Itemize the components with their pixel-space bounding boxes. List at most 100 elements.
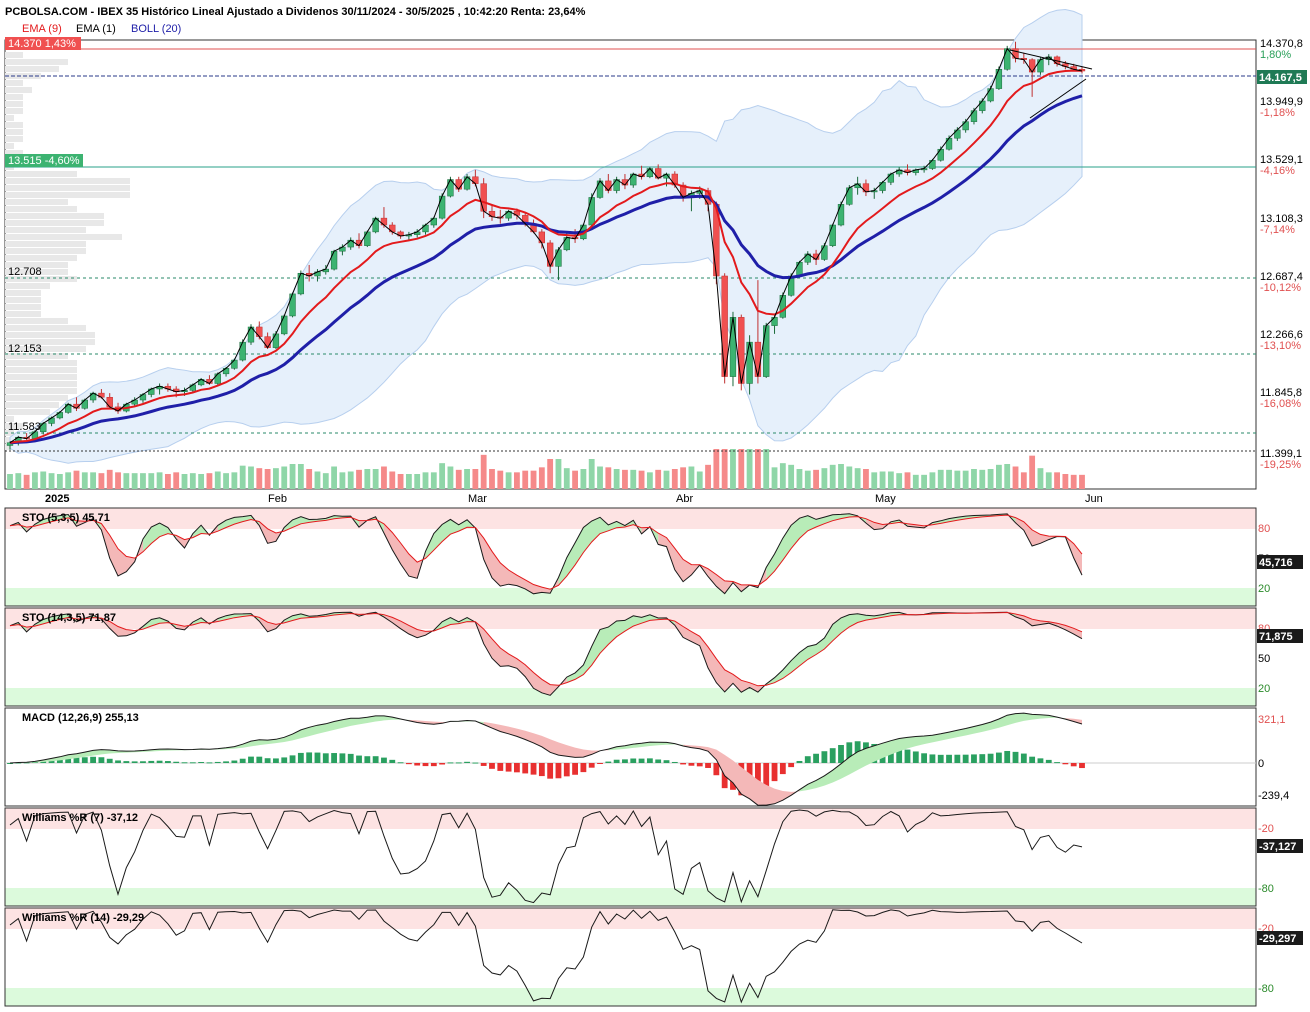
macd-histogram-bar [954,754,961,763]
volume-profile-bar [5,94,23,100]
volume-profile-bar [5,423,23,429]
volume-bar [896,473,903,489]
y-tick-2: 13.529,1 [1260,154,1303,166]
volume-bar [771,467,778,489]
macd-histogram-bar [81,757,88,763]
volume-bar [1070,474,1077,489]
overbought-zone [5,908,1256,929]
volume-bar [630,469,637,489]
williams14-tick-80: -80 [1258,983,1274,995]
candle-body [887,173,895,183]
y-tick-4: 12.687,4 [1260,271,1303,283]
volume-bar [730,449,736,489]
williams7-label: Williams %R (7) -37,12 [22,812,138,824]
macd-histogram-bar [231,760,238,763]
volume-bar [347,471,354,489]
candle-body [754,341,762,377]
y-tick-pct-6: -16,08% [1260,398,1301,410]
last-price-tag: 14.167,5 [1259,72,1302,84]
volume-bar [912,474,919,489]
volume-bar [921,474,928,489]
volume-profile-bar [5,276,77,282]
candle-body [455,179,462,190]
candle-body [330,250,338,270]
macd-histogram-bar [106,758,113,763]
volume-bar [904,472,911,489]
price-y-axis: 14.370,8 1,80% 13.949,9 -1,18% 13.529,1 … [1260,38,1303,471]
candle-body [837,204,845,226]
volume-bar [738,449,745,489]
macd-histogram-bar [331,753,338,763]
volume-profile-bar [5,206,77,212]
candle-body [746,341,753,384]
volume-profile-bar [5,59,68,65]
volume-bar [1020,472,1027,489]
volume-bar [563,468,570,489]
volume-bar [497,470,504,489]
macd-histogram-bar [896,747,903,763]
macd-histogram-bar [796,760,803,763]
overbought-zone [5,808,1256,829]
volume-bar [838,464,844,489]
volume-bar [23,474,30,489]
time-x-axis: 2025 Feb Mar Abr May Jun [45,493,1103,505]
macd-histogram-bar [505,763,512,772]
volume-profile-bar [5,241,86,247]
macd-histogram-bar [289,755,296,763]
macd-histogram-bar [646,758,653,763]
candle-body [1028,59,1036,73]
volume-profile-bar [5,269,68,275]
volume-bar [1004,464,1011,489]
volume-profile-bar [5,262,68,268]
candle-body [987,88,994,102]
volume-bar [131,473,138,489]
candle-body [40,423,47,432]
volume-profile-bar [5,381,77,387]
volume-bar [248,466,254,489]
y-tick-7: 11.399,1 [1260,448,1302,460]
volume-bar [854,468,861,489]
volume-bar [929,472,936,489]
volume-bar [1012,466,1019,489]
sto1-value-tag: 45,716 [1259,557,1293,569]
sto2-tick-20: 20 [1258,683,1270,695]
volume-bar [314,471,321,489]
candle-body [945,137,953,150]
volume-profile-bar [5,171,77,177]
macd-histogram-bar [15,762,22,764]
sto1-d-line [9,514,1083,590]
chart-title: PCBOLSA.COM - IBEX 35 Histórico Lineal A… [5,6,586,18]
volume-bar [613,469,620,489]
x-label-jun: Jun [1085,493,1103,505]
williams14-label: Williams %R (14) -29,29 [22,912,144,924]
macd-histogram-bar [364,756,371,763]
macd-histogram-bar [422,763,429,767]
volume-bar [32,472,38,489]
macd-histogram-bar [181,762,188,764]
triangle-lower-line [1029,78,1087,119]
volume-bar [281,466,288,489]
y-tick-1: 13.949,9 [1260,96,1303,108]
candle-body [214,373,221,384]
x-label-2025: 2025 [45,493,69,505]
macd-histogram-bar [979,754,986,763]
volume-bar [289,464,296,489]
candle-body [821,245,828,260]
sto2-label: STO (14,3,5) 71,87 [22,612,116,624]
candle-body [879,182,886,191]
candle-body [272,333,280,348]
macd-histogram-bar [372,756,379,763]
candle-body [779,295,786,318]
volume-bar [264,469,271,489]
candle-body [995,69,1003,89]
macd-histogram-bar [754,763,761,794]
last-price-tag-bg [1257,70,1307,84]
candle-body [862,183,870,193]
macd-histogram-bar [123,761,130,763]
candle-body [605,180,612,191]
williams-r-7-panel: Williams %R (7) -37,12 -20 -80 -37,127 [4,807,1303,907]
panel-frame [4,907,1257,1007]
top-level-tag: 14.370 1,43% [8,38,76,50]
volume-bar [73,470,80,489]
